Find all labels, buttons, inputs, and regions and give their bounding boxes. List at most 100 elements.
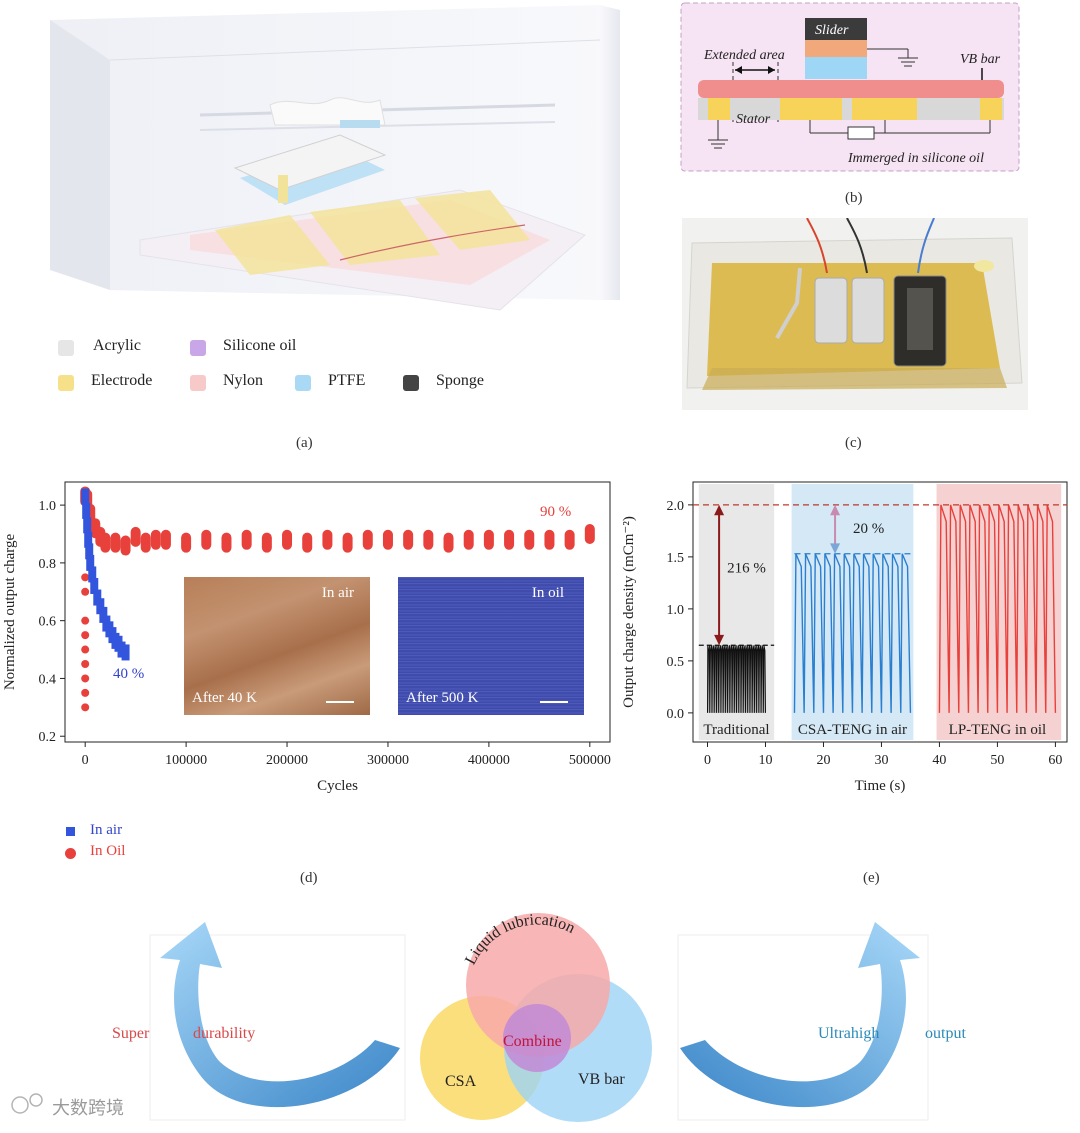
inset-oil-scalebar [540, 701, 568, 703]
x-tick-label: 400000 [468, 753, 510, 768]
panel-e-label: (e) [863, 870, 880, 886]
air-point [83, 517, 92, 534]
x-tick-label: 60 [1048, 753, 1062, 768]
oil-point [261, 532, 272, 553]
y-tick-label: 0.0 [667, 707, 685, 722]
legend-swatch-sponge [403, 375, 419, 391]
oil-point [140, 532, 151, 553]
vb-bar-venn-label: VB bar [578, 1071, 625, 1088]
panel-a-illustration [40, 0, 640, 330]
y-tick-label: 0.5 [667, 655, 685, 670]
x-tick-label: 300000 [367, 753, 409, 768]
legend-label-sponge: Sponge [436, 372, 484, 389]
extended-area-label: Extended area [703, 48, 785, 63]
oil-point [81, 587, 90, 596]
legend-swatch-ptfe [295, 375, 311, 391]
oil-point [81, 660, 90, 668]
oil-point [544, 529, 555, 550]
y-tick-label: 1.5 [667, 551, 685, 566]
panel-b-label: (b) [845, 190, 863, 206]
oil-point [81, 674, 90, 683]
y-axis-label: Output charge density (mCm⁻²) [621, 516, 637, 708]
arrowhead-216-bottom [714, 634, 725, 646]
trace-0 [706, 645, 766, 713]
x-tick-label: 30 [874, 753, 888, 768]
legend-swatch-silicone-oil [190, 340, 206, 356]
legend-air-marker [66, 827, 75, 836]
slider-block [805, 18, 867, 40]
chart-e-frame [692, 481, 1068, 743]
oil-point [524, 529, 535, 550]
legend-oil-marker [65, 848, 76, 859]
air-point [121, 644, 130, 661]
legend-label-ptfe: PTFE [328, 372, 366, 389]
inset-oil-caption: After 500 K [406, 690, 479, 706]
oil-point [81, 573, 90, 582]
arrowhead-216-top [714, 504, 725, 516]
annot-90-percent: 90 % [540, 504, 572, 520]
air-point [117, 641, 126, 658]
oil-point [564, 529, 575, 550]
oil-point [130, 526, 141, 547]
y-tick-label: 2.0 [667, 499, 685, 514]
inset-air-title: In air [321, 585, 354, 601]
panel-c-label: (c) [845, 435, 862, 451]
region-label: CSA-TENG in air [798, 722, 907, 738]
inset-air-scalebar [326, 701, 354, 703]
y-tick-label: 0.4 [39, 672, 57, 687]
oil-point [81, 645, 90, 654]
y-tick-label: 1.0 [39, 499, 57, 514]
oil-point [81, 616, 90, 625]
slider-label: Slider [815, 23, 849, 38]
oil-point [100, 532, 111, 553]
oil-point [382, 529, 393, 550]
air-point [88, 566, 97, 583]
x-tick-label: 0 [82, 753, 89, 768]
oil-point [423, 529, 434, 550]
legend-oil-label: In Oil [90, 843, 126, 859]
watermark-text: 大数跨境 [52, 1098, 124, 1119]
x-tick-label: 200000 [266, 753, 308, 768]
combine-label: Combine [503, 1033, 562, 1050]
output-label: output [925, 1025, 966, 1042]
inset-in-oil: In oil After 500 K [398, 577, 584, 715]
legend-label-acrylic: Acrylic [93, 337, 141, 354]
oil-point [241, 529, 252, 550]
x-tick-label: 10 [758, 753, 772, 768]
annot-20: 20 % [853, 521, 884, 537]
oil-point [322, 529, 333, 550]
vb-bar-label: VB bar [960, 52, 1001, 67]
oil-point [81, 688, 90, 697]
device-3d-render [50, 5, 620, 311]
inset-oil-title: In oil [531, 585, 564, 601]
air-point [86, 554, 95, 571]
oil-point [81, 703, 90, 712]
air-point [90, 578, 99, 594]
inset-air-caption: After 40 K [192, 690, 257, 706]
x-tick-label: 500000 [569, 753, 611, 768]
oil-point [201, 529, 212, 550]
legend-label-electrode: Electrode [91, 372, 153, 389]
stator-label: Stator [736, 112, 771, 127]
air-point [96, 598, 105, 615]
region-label: Traditional [703, 722, 769, 738]
region-label: LP-TENG in oil [949, 722, 1047, 738]
panel-a-label: (a) [296, 435, 313, 451]
panel-c-photo [682, 217, 1028, 410]
panel-d-chart: 0 100000 200000 300000 400000 500000 0.2 0.4 0.6… [2, 481, 611, 794]
oil-point [463, 529, 474, 550]
trace-1 [793, 553, 912, 713]
trace-2 [938, 504, 1057, 713]
oil-point [504, 529, 515, 550]
oil-point [443, 532, 454, 553]
x-tick-label: 100000 [165, 753, 207, 768]
panel-d-label: (d) [300, 870, 318, 886]
x-tick-label: 0 [704, 753, 711, 768]
air-point [99, 606, 108, 623]
concept-diagram: Liquid lubrication Combine CSA VB bar Su… [0, 900, 1080, 1128]
y-tick-label: 0.6 [39, 615, 57, 630]
legend-swatch-acrylic [58, 340, 74, 356]
air-point [84, 531, 93, 548]
oil-point [81, 631, 90, 640]
annot-40-percent: 40 % [113, 666, 145, 682]
